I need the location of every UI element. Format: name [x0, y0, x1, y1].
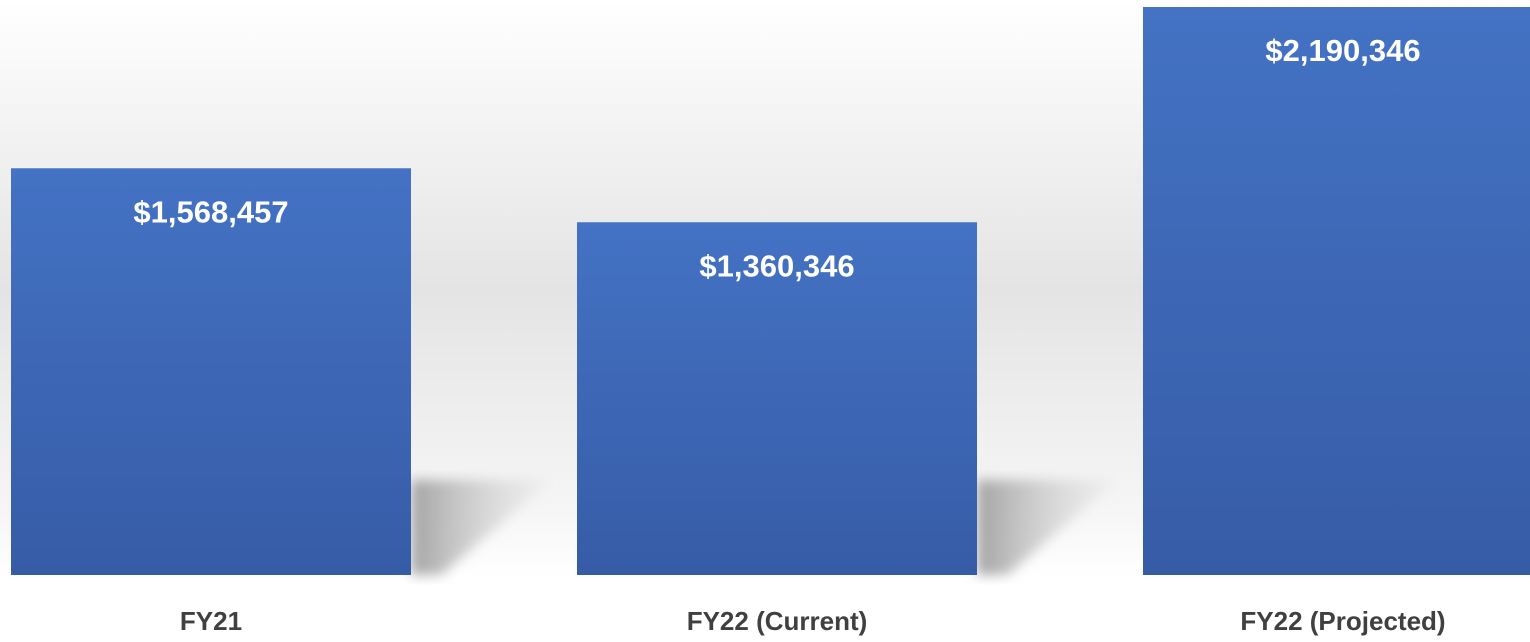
x-tick-label: FY22 (Projected)	[1240, 606, 1445, 636]
value-label: $1,360,346	[699, 248, 854, 283]
x-tick-label: FY22 (Current)	[687, 606, 868, 636]
bar-shadow	[977, 480, 1117, 575]
shadows	[411, 480, 1117, 575]
value-label: $1,568,457	[133, 194, 288, 229]
bar-shadow	[411, 480, 551, 575]
x-tick-label: FY21	[180, 606, 242, 636]
bar	[577, 222, 977, 575]
bar	[11, 168, 411, 575]
value-label: $2,190,346	[1265, 33, 1420, 68]
bar	[1143, 7, 1530, 575]
